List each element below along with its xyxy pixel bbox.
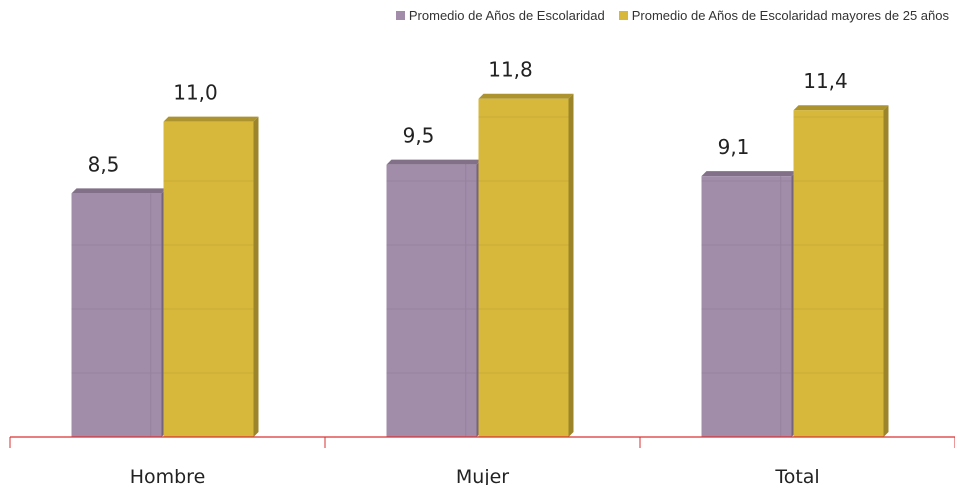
data-label-0-2: 9,1 — [718, 135, 750, 159]
bar-1-0 — [163, 121, 254, 438]
bar-1-2 — [793, 110, 884, 437]
legend-item-series-1: Promedio de Años de Escolaridad — [395, 8, 605, 23]
data-label-0-1: 9,5 — [403, 124, 435, 148]
bar-side-1-1 — [568, 93, 574, 437]
legend-swatch-series-2 — [618, 11, 628, 20]
bar-top-1-0 — [163, 116, 259, 122]
bar-0-0 — [71, 193, 162, 437]
legend-item-series-2: Promedio de Años de Escolaridad mayores … — [618, 8, 949, 23]
chart-legend: Promedio de Años de Escolaridad Promedio… — [395, 8, 949, 23]
legend-swatch-series-1 — [395, 11, 405, 20]
data-label-1-2: 11,4 — [803, 69, 848, 93]
x-tick-label-2: Total — [774, 466, 819, 485]
data-label-1-1: 11,8 — [488, 58, 533, 82]
bar-top-0-2 — [701, 171, 797, 177]
bar-top-1-2 — [793, 105, 889, 111]
bar-0-2 — [701, 176, 792, 437]
legend-label-series-2: Promedio de Años de Escolaridad mayores … — [631, 8, 949, 23]
data-label-0-0: 8,5 — [88, 152, 120, 176]
bar-0-1 — [386, 164, 477, 437]
bar-side-1-0 — [253, 116, 259, 438]
bar-1-1 — [478, 98, 569, 437]
bar-top-0-1 — [386, 159, 482, 165]
bar-top-0-0 — [71, 188, 167, 194]
x-tick-label-1: Mujer — [456, 466, 509, 485]
data-label-1-0: 11,0 — [173, 81, 218, 105]
bar-side-1-2 — [883, 105, 889, 437]
bar-top-1-1 — [478, 93, 574, 99]
x-tick-label-0: Hombre — [130, 466, 206, 485]
legend-label-series-1: Promedio de Años de Escolaridad — [408, 8, 605, 23]
